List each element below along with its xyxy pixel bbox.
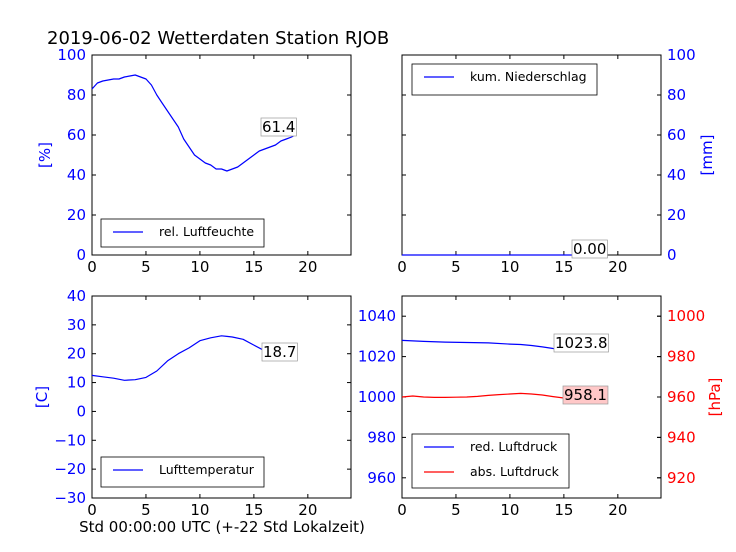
y-tick-label: 80 bbox=[67, 86, 86, 104]
series-line bbox=[91, 74, 296, 172]
annotation-box bbox=[260, 117, 297, 137]
legend-label: kum. Niederschlag bbox=[470, 69, 587, 84]
legend-box bbox=[100, 218, 265, 248]
y-tick-label: 0 bbox=[667, 246, 677, 264]
y-tick-label: 0 bbox=[76, 402, 86, 420]
x-tick-label: 15 bbox=[244, 258, 263, 276]
temperature-panel: 0 5 10 15 20 −30 −20 −10 0 10 20 30 40 [C] Lufttempera… bbox=[33, 287, 352, 519]
y-tick-label: −30 bbox=[54, 489, 86, 507]
x-tick-label: 5 bbox=[141, 258, 151, 276]
x-tick-label: 0 bbox=[87, 258, 97, 276]
y-tick-label: 60 bbox=[667, 126, 686, 144]
y-axis-label: [%] bbox=[36, 142, 54, 168]
y-right-tick-label: 920 bbox=[667, 469, 696, 487]
annotation-box bbox=[571, 239, 608, 259]
y-tick-label: −20 bbox=[54, 460, 86, 478]
value-annotation: 1023.8 bbox=[555, 334, 608, 352]
y-right-tick-label: 980 bbox=[667, 348, 696, 366]
x-axis-label: Std 00:00:00 UTC (+-22 Std Lokalzeit) bbox=[79, 518, 365, 536]
series-line bbox=[91, 335, 296, 381]
y-tick-label: 60 bbox=[67, 126, 86, 144]
y-tick-label: 980 bbox=[367, 428, 396, 446]
plot-frame bbox=[91, 295, 352, 499]
x-tick-label: 0 bbox=[397, 258, 407, 276]
y-right-tick-label: 940 bbox=[667, 428, 696, 446]
legend-label: red. Luftdruck bbox=[470, 439, 558, 454]
x-tick-label: 0 bbox=[87, 501, 97, 519]
x-tick-label: 10 bbox=[190, 501, 209, 519]
x-tick-label: 5 bbox=[451, 501, 461, 519]
y-right-tick-label: 960 bbox=[667, 388, 696, 406]
y-right-axis-label: [hPa] bbox=[706, 378, 724, 417]
y-tick-label: 100 bbox=[57, 46, 86, 64]
y-tick-label: 960 bbox=[367, 469, 396, 487]
x-tick-label: 5 bbox=[451, 258, 461, 276]
y-tick-label: 100 bbox=[667, 46, 696, 64]
value-annotation: 958.1 bbox=[564, 386, 607, 404]
x-tick-label: 20 bbox=[608, 258, 627, 276]
y-axis-label: [mm] bbox=[698, 135, 716, 176]
x-tick-label: 10 bbox=[500, 501, 519, 519]
y-tick-label: 1000 bbox=[358, 388, 396, 406]
x-tick-label: 15 bbox=[554, 501, 573, 519]
legend-label: abs. Luftdruck bbox=[470, 464, 560, 479]
legend-box bbox=[100, 456, 265, 488]
y-tick-label: −10 bbox=[54, 431, 86, 449]
annotation-box bbox=[553, 333, 609, 353]
pressure-panel: 0 5 10 15 20 960 980 1000 1020 1040 920 940 960 980 10… bbox=[358, 295, 724, 519]
x-tick-label: 10 bbox=[190, 258, 209, 276]
plot-frame bbox=[91, 54, 352, 256]
x-tick-label: 20 bbox=[298, 258, 317, 276]
x-tick-label: 20 bbox=[298, 501, 317, 519]
value-annotation: 18.7 bbox=[263, 343, 296, 361]
y-tick-label: 20 bbox=[67, 206, 86, 224]
figure-title: 2019-06-02 Wetterdaten Station RJOB bbox=[47, 28, 389, 49]
x-tick-label: 0 bbox=[397, 501, 407, 519]
y-tick-label: 80 bbox=[667, 86, 686, 104]
annotation-box bbox=[261, 342, 298, 362]
y-tick-label: 40 bbox=[67, 287, 86, 305]
y-tick-label: 1020 bbox=[358, 348, 396, 366]
legend-box bbox=[411, 63, 598, 96]
annotation-box bbox=[562, 385, 609, 405]
y-right-tick-label: 1000 bbox=[667, 307, 705, 325]
y-axis-label: [C] bbox=[33, 386, 51, 408]
y-tick-label: 1040 bbox=[358, 307, 396, 325]
x-tick-label: 20 bbox=[608, 501, 627, 519]
y-tick-label: 20 bbox=[67, 345, 86, 363]
y-tick-label: 10 bbox=[67, 374, 86, 392]
y-tick-label: 0 bbox=[76, 246, 86, 264]
precipitation-panel: 0 5 10 15 20 0 20 40 60 80 100 [mm] kum. Niederschla… bbox=[397, 46, 716, 276]
y-tick-label: 40 bbox=[67, 166, 86, 184]
x-tick-label: 15 bbox=[244, 501, 263, 519]
humidity-panel: 0 5 10 15 20 0 20 40 60 80 100 [%] rel. Luftfeuchte 6… bbox=[36, 46, 352, 276]
y-tick-label: 30 bbox=[67, 316, 86, 334]
legend-box bbox=[411, 433, 570, 489]
legend-label: rel. Luftfeuchte bbox=[159, 224, 254, 239]
value-annotation: 0.00 bbox=[573, 240, 606, 258]
y-tick-label: 20 bbox=[667, 206, 686, 224]
y-tick-label: 40 bbox=[667, 166, 686, 184]
x-tick-label: 5 bbox=[141, 501, 151, 519]
value-annotation: 61.4 bbox=[262, 118, 295, 136]
legend-label: Lufttemperatur bbox=[159, 462, 255, 477]
x-tick-label: 15 bbox=[554, 258, 573, 276]
x-tick-label: 10 bbox=[500, 258, 519, 276]
